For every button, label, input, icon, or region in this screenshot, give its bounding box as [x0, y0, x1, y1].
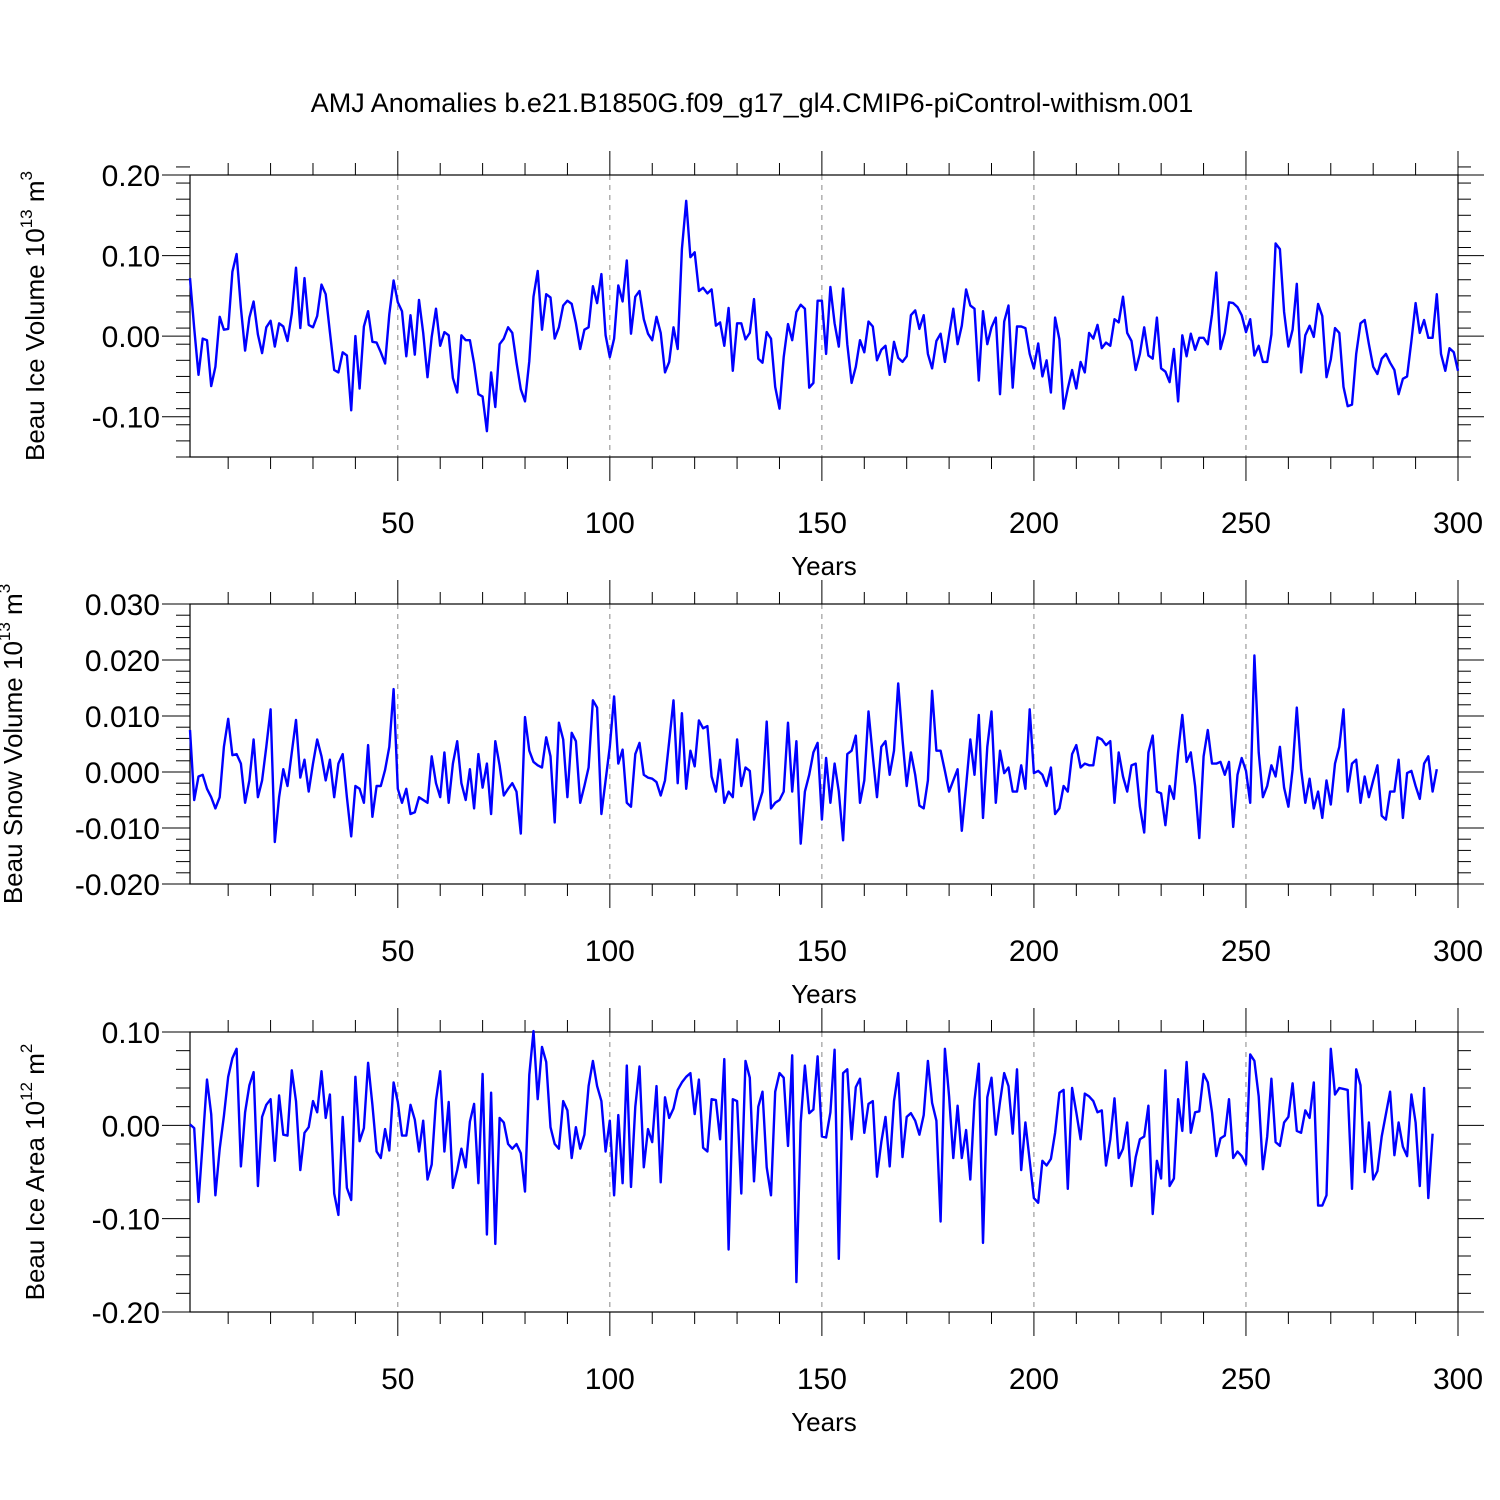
- y-tick-label: 0.00: [102, 321, 160, 354]
- y-tick-label: -0.10: [92, 1204, 160, 1237]
- series-line-ice-area: [189, 1029, 1434, 1284]
- y-tick-label: 0.000: [85, 757, 160, 790]
- x-tick-label: 300: [1433, 935, 1483, 968]
- x-tick-label: 100: [585, 1363, 635, 1396]
- x-tick-label: 200: [1009, 1363, 1059, 1396]
- plot-frame: [189, 174, 1459, 458]
- x-tick-label: 100: [585, 935, 635, 968]
- x-axis-label: Years: [791, 551, 857, 581]
- x-tick-label: 150: [797, 1363, 847, 1396]
- x-tick-label: 50: [381, 1363, 414, 1396]
- plot-frame: [189, 603, 1459, 885]
- y-tick-label: 0.10: [102, 1017, 160, 1050]
- y-axis-label: Beau Ice Volume 1013 m3: [17, 171, 50, 461]
- x-tick-label: 200: [1009, 935, 1059, 968]
- x-tick-label: 150: [797, 507, 847, 540]
- x-tick-label: 200: [1009, 507, 1059, 540]
- series-line-ice-volume: [188, 199, 1460, 433]
- x-tick-label: 250: [1221, 1363, 1271, 1396]
- figure-title: AMJ Anomalies b.e21.B1850G.f09_g17_gl4.C…: [311, 88, 1193, 118]
- x-tick-label: 250: [1221, 935, 1271, 968]
- y-axis-label: Beau Ice Area 1012 m2: [17, 1044, 50, 1301]
- y-tick-label: 0.20: [102, 160, 160, 193]
- y-tick-label: 0.030: [85, 589, 160, 622]
- y-tick-label: 0.10: [102, 241, 160, 274]
- x-tick-label: 100: [585, 507, 635, 540]
- series-line-snow-volume: [188, 654, 1438, 845]
- y-tick-label: -0.10: [92, 402, 160, 435]
- x-tick-label: 250: [1221, 507, 1271, 540]
- x-tick-label: 50: [381, 507, 414, 540]
- x-tick-label: 150: [797, 935, 847, 968]
- x-tick-label: 300: [1433, 1363, 1483, 1396]
- panel-snow-volume: -0.020 -0.010 0.000 0.010 0.020 0.030 50 100 150…: [0, 580, 1484, 1009]
- panel-ice-area: -0.20 -0.10 0.00 0.10 50 100 150 200 250 300 Years…: [17, 1008, 1484, 1437]
- panels: -0.10 0.00 0.10 0.20 50 100 150 200 250 300 Years B…: [0, 151, 1484, 1437]
- y-tick-label: -0.20: [92, 1297, 160, 1330]
- panel-ice-volume: -0.10 0.00 0.10 0.20 50 100 150 200 250 300 Years B…: [17, 151, 1484, 581]
- y-tick-label: -0.020: [75, 869, 160, 902]
- x-tick-label: 300: [1433, 507, 1483, 540]
- x-tick-label: 50: [381, 935, 414, 968]
- y-tick-label: 0.00: [102, 1110, 160, 1143]
- x-axis-label: Years: [791, 979, 857, 1009]
- x-axis-label: Years: [791, 1407, 857, 1437]
- y-tick-label: -0.010: [75, 813, 160, 846]
- y-tick-label: 0.020: [85, 645, 160, 678]
- y-tick-label: 0.010: [85, 701, 160, 734]
- y-axis-label: Beau Snow Volume 1013 m3: [0, 584, 28, 904]
- plot-frame: [189, 1031, 1459, 1313]
